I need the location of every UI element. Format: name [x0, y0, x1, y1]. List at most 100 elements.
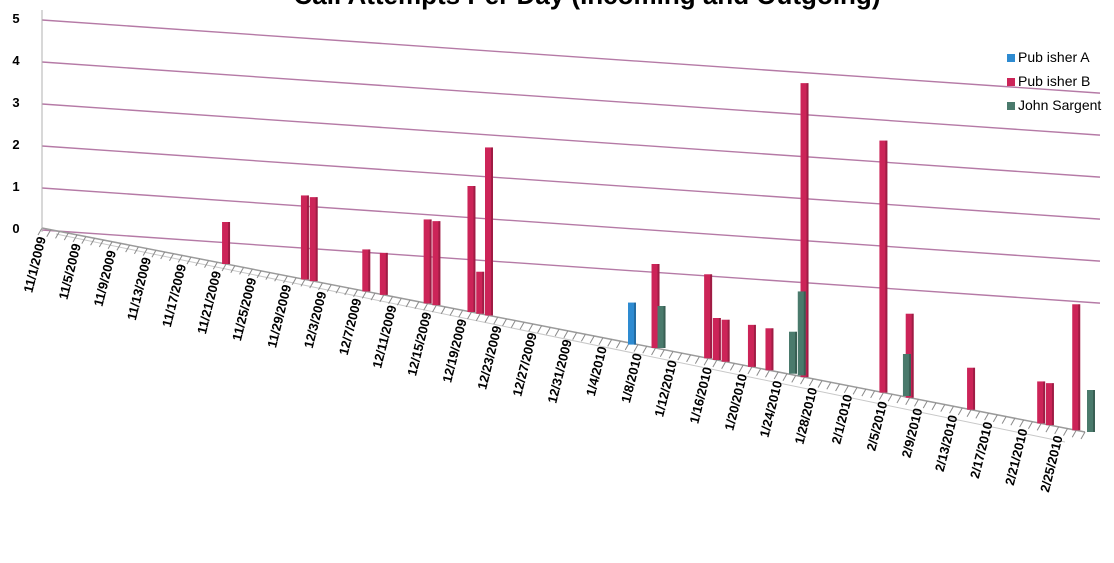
bar: [300, 195, 309, 280]
x-axis-tick-mark: [957, 407, 963, 416]
x-tick-label: 1/24/2010: [757, 379, 786, 439]
x-tick-label: 12/31/2009: [544, 338, 574, 405]
bar-shade: [228, 222, 231, 264]
y-tick-label: 2: [12, 137, 19, 152]
x-axis-tick-mark: [116, 243, 122, 251]
bar: [485, 147, 493, 316]
x-axis-tick-mark: [651, 347, 656, 356]
bar: [797, 291, 806, 376]
bar-shade: [795, 331, 797, 374]
bar-face: [902, 354, 911, 396]
x-axis-tick-mark: [686, 354, 692, 363]
bar-shade: [368, 249, 371, 292]
x-tick-label: 1/4/2010: [583, 345, 610, 398]
x-axis-tick-mark: [510, 320, 516, 328]
x-tick-label: 11/17/2009: [159, 263, 189, 329]
bar-shade: [803, 291, 806, 376]
bar-shade: [385, 252, 388, 295]
x-axis-tick-mark: [694, 356, 700, 364]
bar-face: [712, 318, 721, 360]
x-axis-tick-mark: [528, 323, 534, 332]
bar-face: [765, 328, 774, 371]
x-axis-tick-mark: [247, 268, 253, 277]
x-axis-tick-mark: [388, 296, 394, 304]
x-axis-tick-mark: [721, 361, 727, 369]
x-axis-tick-mark: [405, 299, 411, 308]
x-axis-tick-mark: [729, 363, 735, 371]
x-axis-tick-mark: [826, 382, 832, 390]
bar-face: [222, 222, 231, 264]
x-axis-tick-mark: [63, 232, 69, 241]
y-tick-label: 1: [12, 179, 19, 194]
bar-shade: [663, 306, 666, 348]
gridline: [41, 103, 1101, 178]
bar-face: [309, 197, 318, 282]
x-tick-label: 12/15/2009: [404, 311, 434, 378]
x-axis-tick-mark: [773, 371, 779, 380]
x-axis-tick-mark: [212, 262, 218, 270]
x-tick-label: 11/1/2009: [21, 235, 49, 294]
bar: [1072, 304, 1081, 431]
x-axis-tick-mark: [554, 328, 560, 337]
bar-face: [1045, 383, 1054, 426]
bar-shade: [771, 328, 774, 371]
x-axis-tick-mark: [440, 306, 446, 315]
bar-face: [467, 186, 476, 312]
x-tick-label: 11/9/2009: [91, 249, 119, 308]
bar: [309, 197, 318, 282]
x-axis-tick-mark: [598, 337, 604, 345]
x-axis-tick-mark: [677, 352, 683, 361]
x-tick-label: 12/27/2009: [509, 331, 539, 398]
x-axis-tick-mark: [177, 255, 183, 263]
bar-face: [300, 195, 309, 280]
bar-shade: [908, 354, 911, 396]
bar-face: [432, 221, 441, 306]
x-axis-tick-mark: [782, 373, 788, 381]
bar: [467, 186, 476, 312]
gridline: [41, 229, 1101, 304]
x-tick-label: 2/17/2010: [967, 420, 996, 480]
bar-shade: [753, 324, 756, 367]
bar-shade: [306, 195, 309, 280]
x-axis-tick-mark: [98, 239, 104, 248]
legend-label: John Sargent: [1018, 97, 1101, 113]
x-axis-tick-mark: [878, 392, 884, 400]
bar: [721, 319, 730, 362]
x-axis-tick-mark: [414, 301, 420, 309]
x-axis-tick-mark: [633, 344, 639, 352]
bar-shade: [429, 219, 432, 304]
bar-shade: [727, 319, 730, 362]
x-axis-tick-mark: [1001, 416, 1007, 424]
y-tick-label: 5: [12, 11, 19, 26]
x-axis-tick-mark: [922, 400, 928, 409]
x-axis-line: [41, 227, 1086, 433]
x-axis-tick-mark: [169, 253, 174, 261]
x-axis-tick-mark: [940, 404, 946, 412]
x-tick-label: 1/20/2010: [722, 372, 751, 432]
bar-face: [879, 140, 888, 393]
bar-shade: [718, 318, 721, 360]
x-axis-tick-mark: [431, 304, 437, 313]
x-axis-tick-mark: [265, 272, 271, 280]
x-axis-tick-mark: [186, 256, 192, 265]
x-axis-tick-mark: [992, 414, 998, 423]
x-axis-tick-mark: [195, 258, 201, 267]
x-axis-tick-mark: [580, 334, 586, 342]
gridline: [41, 187, 1101, 262]
x-axis-tick-mark: [537, 325, 543, 333]
bar-shade: [634, 302, 636, 345]
x-axis-tick-mark: [905, 397, 911, 405]
x-axis-tick-mark: [361, 291, 367, 299]
x-axis-tick-mark: [756, 368, 762, 376]
x-tick-label: 11/13/2009: [124, 256, 154, 322]
bar-shade: [1043, 381, 1046, 424]
x-axis-tick-mark: [817, 380, 823, 388]
x-axis-tick-mark: [467, 311, 472, 320]
x-axis-tick-mark: [72, 234, 78, 243]
x-axis-tick-mark: [1063, 428, 1068, 436]
x-axis-tick-mark: [949, 406, 954, 414]
bar-face: [651, 264, 660, 348]
x-tick-label: 12/11/2009: [369, 304, 399, 370]
x-axis-tick-mark: [81, 236, 87, 244]
